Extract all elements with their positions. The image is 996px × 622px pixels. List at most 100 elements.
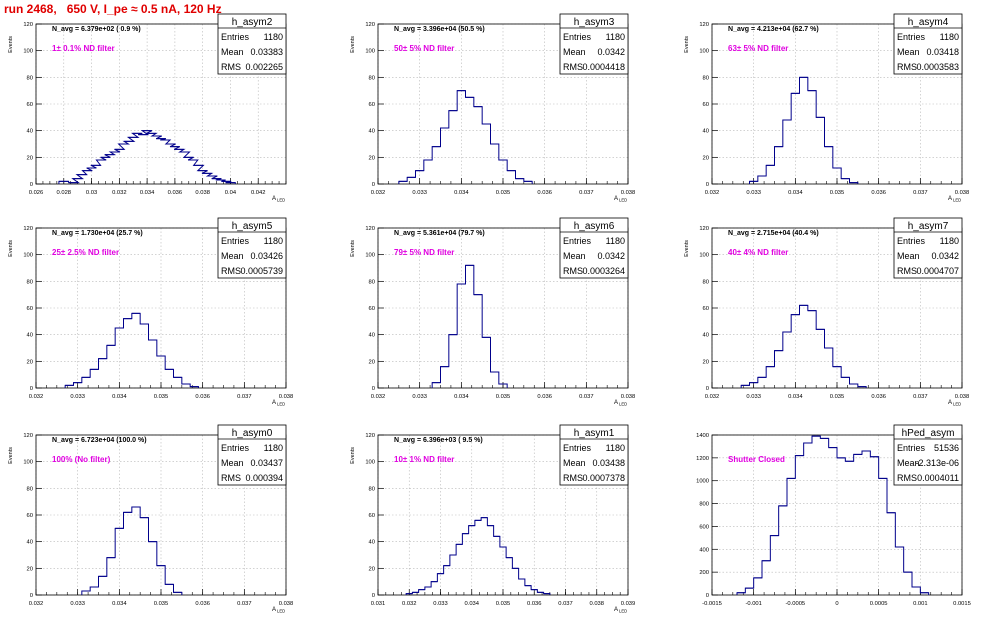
stat-value: 0.03418 xyxy=(926,47,959,57)
y-tick-label: 100 xyxy=(699,253,709,259)
y-tick-label: 20 xyxy=(27,566,33,572)
stat-value: 0.0342 xyxy=(931,251,959,261)
x-axis-label: ALED xyxy=(948,400,961,407)
x-tick-label: 0.032 xyxy=(371,394,386,400)
x-tick-label: -0.0015 xyxy=(702,601,722,607)
x-tick-label: 0.035 xyxy=(154,394,169,400)
y-tick-label: 100 xyxy=(23,460,33,466)
stat-value: -2.313e-06 xyxy=(915,458,959,468)
y-tick-label: 20 xyxy=(369,155,375,161)
y-tick-label: 40 xyxy=(27,540,33,546)
stat-value: 1180 xyxy=(606,443,625,453)
y-tick-label: 60 xyxy=(703,102,709,108)
histogram-h_asym7 xyxy=(740,304,867,388)
x-tick-label: 0.034 xyxy=(454,394,469,400)
x-tick-label: 0.032 xyxy=(29,394,44,400)
stat-value: 0.0004418 xyxy=(582,62,625,72)
stat-value: 0.000394 xyxy=(245,473,283,483)
x-tick-label: 0.0015 xyxy=(953,601,971,607)
y-tick-label: 0 xyxy=(706,182,709,188)
stat-label: Entries xyxy=(897,32,926,42)
x-tick-label: 0.036 xyxy=(527,601,542,607)
stat-label: Mean xyxy=(563,251,586,261)
stat-label: RMS xyxy=(221,62,241,72)
x-tick-label: 0.035 xyxy=(154,601,169,607)
filter-label: Shutter Closed xyxy=(728,455,785,464)
x-tick-label: 0.036 xyxy=(537,394,552,400)
stats-box xyxy=(217,424,287,486)
y-tick-label: 120 xyxy=(23,433,33,439)
n-avg-label: N_avg = 2.715e+04 (40.4 %) xyxy=(728,230,819,237)
y-tick-label: 100 xyxy=(365,49,375,55)
stat-label: RMS xyxy=(897,266,917,276)
filter-label: 25± 2.5% ND filter xyxy=(52,248,119,257)
x-tick-label: 0.03 xyxy=(86,190,97,196)
x-tick-label: 0.035 xyxy=(830,394,845,400)
stat-value: 0.0005739 xyxy=(240,266,283,276)
x-tick-label: 0.034 xyxy=(112,601,127,607)
stat-label: Entries xyxy=(897,443,926,453)
x-tick-label: 0.035 xyxy=(830,190,845,196)
y-tick-label: 80 xyxy=(369,486,375,492)
y-tick-label: 1200 xyxy=(696,456,709,462)
histogram-name: h_asym1 xyxy=(574,428,615,439)
stat-label: Entries xyxy=(221,236,250,246)
x-axis-label: ALED xyxy=(272,400,285,407)
x-tick-label: 0.037 xyxy=(579,190,594,196)
x-tick-label: 0.038 xyxy=(589,601,604,607)
x-tick-label: 0.042 xyxy=(251,190,266,196)
y-tick-label: 100 xyxy=(699,49,709,55)
y-tick-label: 20 xyxy=(369,566,375,572)
y-tick-label: 200 xyxy=(699,570,709,576)
x-axis-label: ALED xyxy=(272,607,285,614)
y-axis-label: Events xyxy=(350,240,356,257)
histogram-name: hPed_asym xyxy=(902,428,955,439)
histogram-name: h_asym3 xyxy=(574,17,615,28)
stat-label: Mean xyxy=(897,251,920,261)
histogram-name: h_asym0 xyxy=(232,428,273,439)
n-avg-label: N_avg = 5.361e+04 (79.7 %) xyxy=(394,230,485,237)
x-tick-label: 0.036 xyxy=(168,190,183,196)
n-avg-label: N_avg = 6.723e+04 (100.0 %) xyxy=(52,437,147,444)
y-tick-label: 100 xyxy=(365,460,375,466)
x-tick-label: 0.037 xyxy=(558,601,573,607)
x-tick-label: -0.0005 xyxy=(785,601,805,607)
y-tick-label: 20 xyxy=(27,155,33,161)
x-tick-label: 0.034 xyxy=(140,190,155,196)
stat-label: RMS xyxy=(563,62,583,72)
x-tick-label: 0.034 xyxy=(464,601,479,607)
filter-label: 100% (No filter) xyxy=(52,455,111,464)
n-avg-label: N_avg = 6.396e+03 ( 9.5 %) xyxy=(394,437,483,444)
y-tick-label: 60 xyxy=(27,513,33,519)
histogram-h_asym5 xyxy=(64,312,199,388)
stat-value: 0.0342 xyxy=(597,47,625,57)
stat-label: RMS xyxy=(563,266,583,276)
y-tick-label: 20 xyxy=(703,359,709,365)
x-tick-label: 0.038 xyxy=(195,190,210,196)
y-tick-label: 800 xyxy=(699,502,709,508)
x-tick-label: 0.036 xyxy=(195,394,210,400)
stat-value: 0.0003583 xyxy=(916,62,959,72)
y-tick-label: 80 xyxy=(27,75,33,81)
x-tick-label: 0.038 xyxy=(279,601,294,607)
stat-value: 0.0004011 xyxy=(917,473,959,483)
y-tick-label: 60 xyxy=(27,306,33,312)
y-tick-label: 80 xyxy=(369,279,375,285)
x-tick-label: -0.001 xyxy=(745,601,761,607)
y-axis-label: Events xyxy=(350,447,356,464)
y-tick-label: 80 xyxy=(369,75,375,81)
stat-label: Mean xyxy=(221,251,244,261)
y-tick-label: 40 xyxy=(703,129,709,135)
x-axis-label: ALED xyxy=(272,196,285,203)
x-tick-label: 0.034 xyxy=(788,190,803,196)
y-tick-label: 40 xyxy=(369,129,375,135)
x-tick-label: 0.038 xyxy=(279,394,294,400)
x-tick-label: 0.033 xyxy=(70,394,85,400)
x-tick-label: 0.04 xyxy=(225,190,237,196)
y-tick-label: 40 xyxy=(369,540,375,546)
y-tick-label: 20 xyxy=(369,359,375,365)
y-tick-label: 120 xyxy=(365,226,375,232)
y-tick-label: 1400 xyxy=(696,433,709,439)
n-avg-label: N_avg = 6.379e+02 ( 0.9 %) xyxy=(52,26,141,33)
stat-label: Entries xyxy=(563,32,592,42)
